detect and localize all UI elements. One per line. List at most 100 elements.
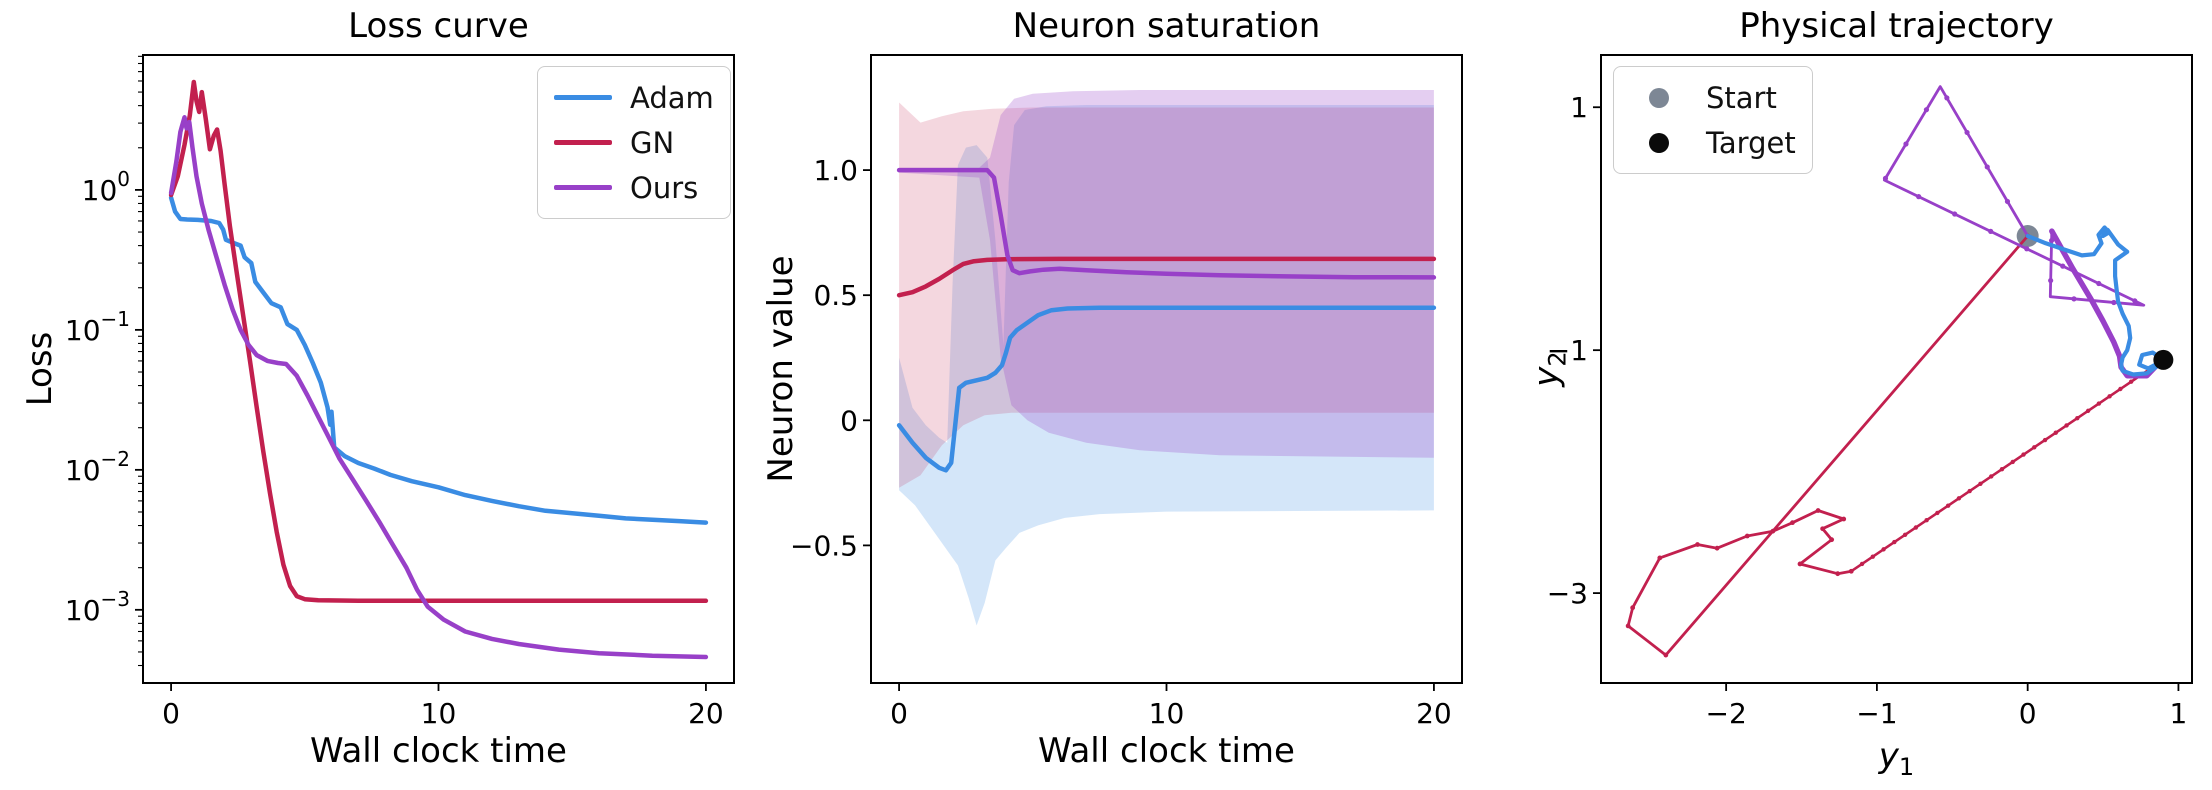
y-tick-label: 10−2 [65,447,130,487]
chart3-ylabel: y2 [1527,351,1572,386]
series-Ours-path-marker [1882,175,1889,181]
chart3-xlabel-base: y [1878,736,1899,776]
series-GN-path-dotted-marker [1859,561,1865,567]
chart3-xlabel: y1 [1601,736,2192,781]
x-tick-label: 10 [421,697,457,730]
chart3-ylabel-base: y [1526,366,1567,387]
series-GN-path-marker [1630,605,1636,611]
series-Ours-path-final-marker [2108,333,2113,339]
chart3-ylabel-sub: 2 [1543,351,1572,367]
axes-spines [870,54,1463,684]
series-GN-path-dotted-marker [2075,415,2080,421]
series-GN-path-dotted-marker [1945,503,1951,508]
y-tick-label: −0.5 [790,529,858,562]
band-Adam [899,105,1434,626]
series-GN-path-marker [1695,542,1700,547]
series-Ours-path-marker [2024,246,2030,252]
series-Ours-path-marker [2004,198,2011,205]
series-GN-path-dotted-marker [1892,539,1897,545]
series-Ours-path-marker [1964,129,1970,136]
series-GN-line [168,79,709,604]
legend-swatch-target-dot [1649,132,1669,153]
series-GN-path-marker [1657,555,1663,561]
chart3-title: Physical trajectory [1739,6,2054,46]
series-Ours-path-marker [2048,237,2055,244]
chart-3: −2 −1 0 1 1 −1 −3 [1547,54,2193,730]
series-GN-path-dotted-marker [1924,518,1929,523]
series-Ours-line [896,167,1437,280]
legend-chart1: Adam GN Ours [537,66,731,219]
series-Adam-line [896,305,1437,473]
series-Ours-path-marker [1952,211,1958,217]
series-GN-path-dotted-marker [1913,525,1919,530]
axes-spines [142,54,735,684]
legend-item-start: Start [1630,76,1796,119]
series-GN-path-marker [1714,545,1720,551]
x-tick-label: −2 [1705,697,1746,730]
y-tick-label: 0 [840,404,858,437]
series-GN-path-marker [1797,561,1803,567]
chart-1: 0 10 20 100 10−1 10−2 10−3 [65,54,735,730]
series-Ours-path-marker [1903,141,1909,147]
series-Ours-path-marker [2071,296,2077,302]
chart3-xlabel-sub: 1 [1898,752,1915,781]
series-GN-path-dotted-marker [1978,481,1983,486]
series-GN-path-dotted-marker [1967,488,1972,494]
chart2-title: Neuron saturation [1012,6,1321,46]
series-GN-path-marker [1829,537,1835,543]
x-tick-label: 20 [688,697,724,730]
chart2-ylabel: Neuron value [761,255,801,483]
legend-item-gn: GN [554,121,714,164]
x-tick-label: 0 [162,697,180,730]
legend-item-target: Target [1630,121,1796,164]
legend-swatch-gn-line [554,140,612,145]
series-GN-path-marker [1841,516,1847,522]
series-GN-path-marker [1815,508,1821,513]
y-tick-label: 100 [82,167,130,207]
series-Ours-path-marker [2111,299,2117,306]
series-Ours-path-marker [2096,280,2102,287]
legend-label-target: Target [1706,125,1796,160]
series-GN-path-dotted-marker [2085,408,2091,414]
series-Ours-line [168,115,709,660]
series-Ours-path-marker [2048,277,2054,284]
series-GN-path-dotted-marker [2010,459,2015,465]
axes-spines [1600,54,2193,684]
series-GN-path-marker [1790,520,1795,526]
chart1-xlabel: Wall clock time [310,731,567,771]
x-tick-label: 1 [2170,697,2188,730]
series-GN-path-dotted-marker [2021,452,2026,457]
y-tick-label: 10−1 [65,307,130,347]
series-GN-path-marker [1625,623,1631,629]
series-GN-path-dotted-marker [1881,547,1886,552]
y-tick-label: 10−3 [65,587,130,627]
point-target [2153,349,2174,370]
series-GN-path-dotted-line [1850,358,2165,573]
legend-swatch-adam-line [554,95,612,100]
series-GN-path-dotted-marker [2118,386,2123,392]
legend-item-adam: Adam [554,76,714,119]
series-Ours-path-marker [1984,164,1990,170]
series-Ours-path-final-marker [2094,306,2099,312]
series-GN-path-dotted-marker [2032,445,2037,450]
y-tick-label: 1 [1570,91,1588,124]
x-tick-label: −1 [1856,697,1897,730]
series-Ours-path-final-marker [2079,280,2084,286]
series-Ours-path-marker [1916,194,1922,200]
y-tick-label: −1 [1547,334,1588,367]
x-tick-label: 0 [2019,697,2037,730]
series-Ours-path-line [1883,85,2146,307]
chart2-xlabel: Wall clock time [1038,731,1295,771]
series-GN-path-marker [1744,533,1750,539]
series-GN-path-dotted-marker [2042,437,2048,443]
legend-swatch-ours-line [554,185,612,190]
series-GN-path-dotted-marker [1935,510,1940,516]
series-Adam-line [168,195,709,525]
legend-item-ours: Ours [554,166,714,209]
legend-chart3: Start Target [1613,66,1813,174]
x-tick-label: 0 [890,697,908,730]
chart-2: 0 10 20 1.0 0.5 0 −0.5 [790,54,1463,730]
series-GN-path-dotted-marker [2096,401,2102,406]
series-GN-path-marker [1820,526,1826,532]
series-GN-path-dotted-marker [1989,474,1994,479]
